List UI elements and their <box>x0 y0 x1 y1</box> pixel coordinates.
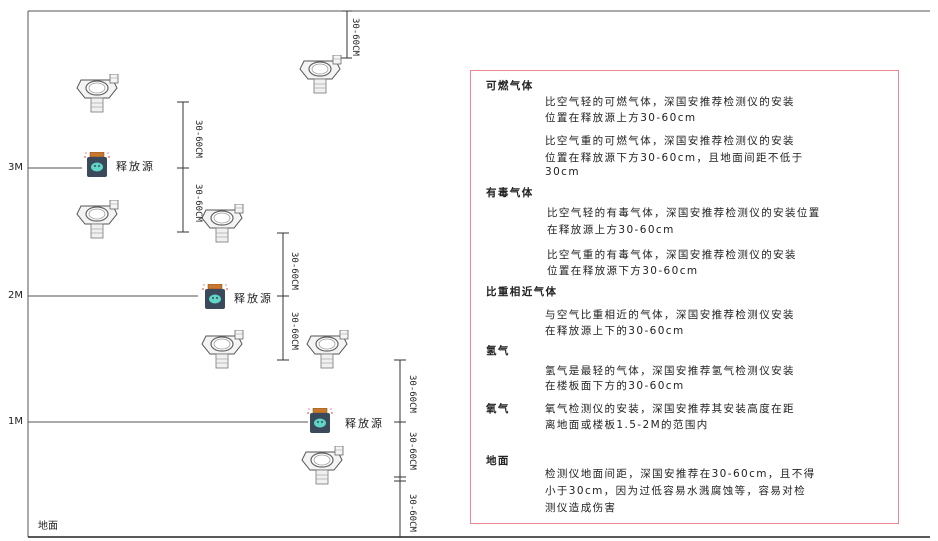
paragraph-line: 小于30cm，因为过低容易水溅腐蚀等，容易对检 <box>545 485 807 497</box>
paragraph-line: 在释放源上下的30-60cm <box>545 325 685 337</box>
paragraph-line: 离地面或楼板1.5-2M的范围内 <box>545 419 709 431</box>
paragraph-line: 位置在释放源上方30-60cm <box>545 112 697 124</box>
release-source-label: 释放源 <box>116 160 155 173</box>
section-heading-oxygen: 氧气 <box>486 403 510 415</box>
floor-label: 地面 <box>38 521 58 532</box>
paragraph-line: 与空气比重相近的气体，深国安推荐检测仪安装 <box>545 309 795 321</box>
dimension-label: 30-60CM <box>407 494 417 533</box>
section-heading-combustible: 可燃气体 <box>486 80 534 92</box>
height-mark-1m: 1M <box>8 416 23 427</box>
paragraph-line: 在楼板面下方的30-60cm <box>545 380 685 392</box>
dimension-label: 30-60CM <box>289 312 299 351</box>
paragraph-line: 在释放源上方30-60cm <box>547 224 675 236</box>
section-heading-toxic: 有毒气体 <box>486 187 534 199</box>
release-source-label: 释放源 <box>234 292 273 305</box>
gas-detector-icon <box>76 74 119 113</box>
paragraph-line: 比空气轻的可燃气体，深国安推荐检测仪的安装 <box>545 96 795 108</box>
paragraph-line: 位置在释放源下方30-60cm，且地面间距不低于 <box>545 152 804 164</box>
gas-detector-icon <box>201 204 244 243</box>
gas-detector-icon <box>299 55 342 94</box>
paragraph-line: 氢气是最轻的气体，深国安推荐氢气检测仪安装 <box>545 365 795 377</box>
dimension-label: 30-60CM <box>289 252 299 291</box>
dimension-label: 30-60CM <box>350 18 360 57</box>
gas-detector-icon <box>201 330 244 369</box>
paragraph-line: 比空气重的可燃气体，深国安推荐检测仪的安装 <box>545 135 795 147</box>
dimension-label: 30-60CM <box>407 375 417 414</box>
installation-guidelines-panel: 可燃气体 比空气轻的可燃气体，深国安推荐检测仪的安装 位置在释放源上方30-60… <box>470 70 899 524</box>
paragraph-line: 30cm <box>545 166 580 178</box>
dimension-label: 30-60CM <box>193 120 203 159</box>
paragraph-line: 氧气检测仪的安装，深国安推荐其安装高度在距 <box>545 403 795 415</box>
section-heading-floor: 地面 <box>486 455 510 467</box>
gas-detector-icon <box>306 330 349 369</box>
dimension-label: 30-60CM <box>407 432 417 471</box>
paragraph-line: 比空气重的有毒气体，深国安推荐检测仪的安装 <box>547 249 797 261</box>
dimension-lines <box>177 10 406 537</box>
gas-detector-icon <box>301 446 344 485</box>
paragraph-line: 检测仪地面间距，深国安推荐在30-60cm，且不得 <box>545 468 816 480</box>
gas-detector-icon <box>76 200 119 239</box>
height-mark-2m: 2M <box>8 290 23 301</box>
section-heading-similar-density: 比重相近气体 <box>486 286 558 298</box>
release-source-icon <box>201 284 229 310</box>
release-source-icon <box>83 152 111 178</box>
paragraph-line: 比空气轻的有毒气体，深国安推荐检测仪的安装位置 <box>547 207 821 219</box>
height-mark-3m: 3M <box>8 162 23 173</box>
paragraph-line: 位置在释放源下方30-60cm <box>547 265 699 277</box>
paragraph-line: 测仪造成伤害 <box>545 502 617 514</box>
dimension-label: 30-60CM <box>193 184 203 223</box>
release-source-icon <box>306 408 334 434</box>
release-source-label: 释放源 <box>345 417 384 430</box>
section-heading-hydrogen: 氢气 <box>486 345 510 357</box>
